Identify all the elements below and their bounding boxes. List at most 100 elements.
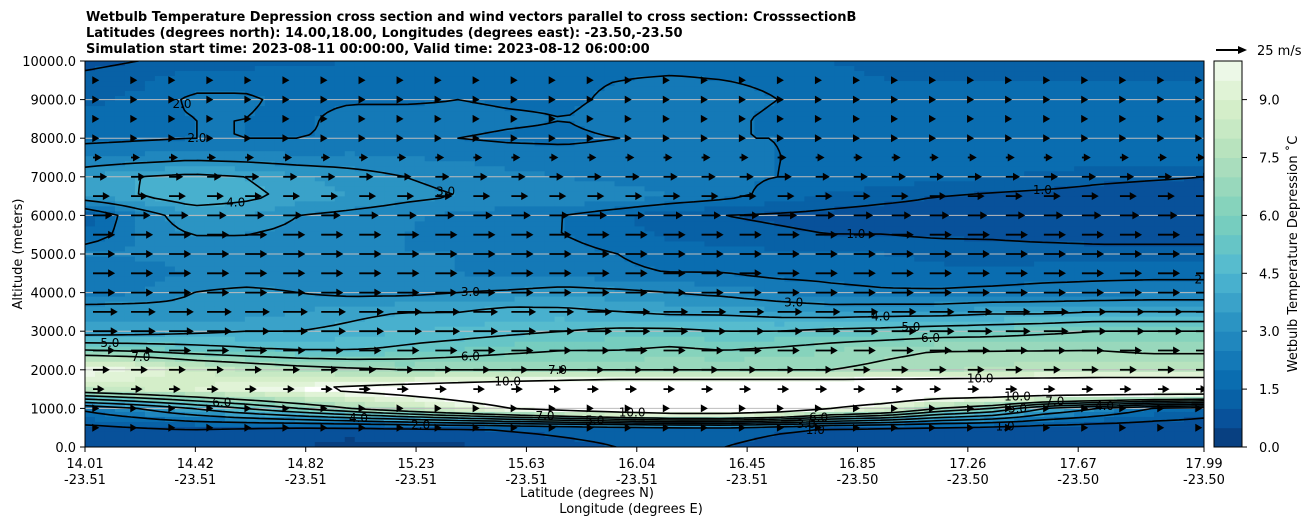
field-cell xyxy=(194,186,206,192)
field-cell xyxy=(804,166,815,172)
field-cell xyxy=(514,166,526,172)
field-cell xyxy=(234,281,246,288)
field-cell xyxy=(764,261,775,268)
field-cell xyxy=(654,226,666,233)
field-cell xyxy=(94,166,106,172)
field-cell xyxy=(194,271,206,278)
field-cell xyxy=(984,256,995,263)
field-cell xyxy=(364,61,376,67)
field-cell xyxy=(194,61,206,67)
field-cell xyxy=(204,131,216,137)
field-cell xyxy=(1084,276,1095,283)
field-cell xyxy=(464,146,476,152)
field-cell xyxy=(774,206,785,212)
field-cell xyxy=(634,121,646,127)
field-cell xyxy=(134,126,146,132)
field-cell xyxy=(254,151,266,157)
field-cell xyxy=(324,91,336,97)
field-cell xyxy=(894,136,905,142)
field-cell xyxy=(754,76,765,82)
field-cell xyxy=(694,126,706,132)
field-cell xyxy=(85,136,96,142)
field-cell xyxy=(224,96,236,102)
field-cell xyxy=(1094,126,1105,132)
field-cell xyxy=(304,166,316,172)
field-cell xyxy=(1184,146,1195,152)
field-cell xyxy=(134,236,146,243)
field-cell xyxy=(274,151,286,157)
field-cell xyxy=(564,196,576,202)
field-cell xyxy=(694,101,706,107)
field-cell xyxy=(994,231,1005,238)
field-cell xyxy=(464,186,476,192)
field-cell xyxy=(104,136,116,142)
field-cell xyxy=(644,126,656,132)
field-cell xyxy=(544,111,556,117)
field-cell xyxy=(914,171,925,177)
field-cell xyxy=(354,181,366,187)
field-cell xyxy=(1184,81,1195,87)
field-cell xyxy=(354,191,366,197)
field-cell xyxy=(674,206,686,212)
field-cell xyxy=(1114,101,1125,107)
field-cell xyxy=(814,216,825,223)
field-cell xyxy=(364,91,376,97)
field-cell xyxy=(1044,81,1055,87)
field-cell xyxy=(1134,166,1145,172)
field-cell xyxy=(1124,161,1135,167)
field-cell xyxy=(1014,276,1025,283)
field-cell xyxy=(1124,136,1135,142)
field-cell xyxy=(934,131,945,137)
field-cell xyxy=(804,141,815,147)
field-cell xyxy=(394,86,406,92)
field-cell xyxy=(294,126,306,132)
field-cell xyxy=(554,226,566,233)
field-cell xyxy=(774,241,785,248)
field-cell xyxy=(484,61,496,67)
field-cell xyxy=(674,161,686,167)
field-cell xyxy=(634,276,646,283)
field-cell xyxy=(1074,201,1085,207)
field-cell xyxy=(384,86,396,92)
field-cell xyxy=(954,186,965,192)
field-cell xyxy=(504,181,516,187)
field-cell xyxy=(824,236,835,243)
field-cell xyxy=(324,141,336,147)
field-cell xyxy=(904,151,915,157)
field-cell xyxy=(504,121,516,127)
field-cell xyxy=(944,226,955,233)
field-cell xyxy=(874,156,885,162)
field-cell xyxy=(654,81,666,87)
field-cell xyxy=(654,171,666,177)
field-cell xyxy=(574,166,586,172)
field-cell xyxy=(294,176,306,182)
field-cell xyxy=(654,61,666,67)
field-cell xyxy=(994,261,1005,268)
field-cell xyxy=(434,101,446,107)
field-cell xyxy=(964,126,975,132)
field-cell xyxy=(204,121,216,127)
field-cell xyxy=(684,76,696,82)
field-cell xyxy=(464,236,476,243)
field-cell xyxy=(1164,181,1175,187)
field-cell xyxy=(904,131,915,137)
field-cell xyxy=(944,106,955,112)
field-cell xyxy=(1094,226,1105,233)
field-cell xyxy=(294,261,306,268)
field-cell xyxy=(1074,96,1085,102)
field-cell xyxy=(394,91,406,97)
field-cell xyxy=(524,246,536,253)
field-cell xyxy=(804,221,815,228)
field-cell xyxy=(184,86,196,92)
field-cell xyxy=(1064,186,1075,192)
field-cell xyxy=(434,196,446,202)
field-cell xyxy=(934,171,945,177)
field-cell xyxy=(414,231,426,238)
field-cell xyxy=(954,131,965,137)
field-cell xyxy=(134,221,146,228)
field-cell xyxy=(1174,211,1185,217)
field-cell xyxy=(874,196,885,202)
field-cell xyxy=(914,206,925,212)
field-cell xyxy=(164,281,176,288)
field-cell xyxy=(154,256,166,263)
